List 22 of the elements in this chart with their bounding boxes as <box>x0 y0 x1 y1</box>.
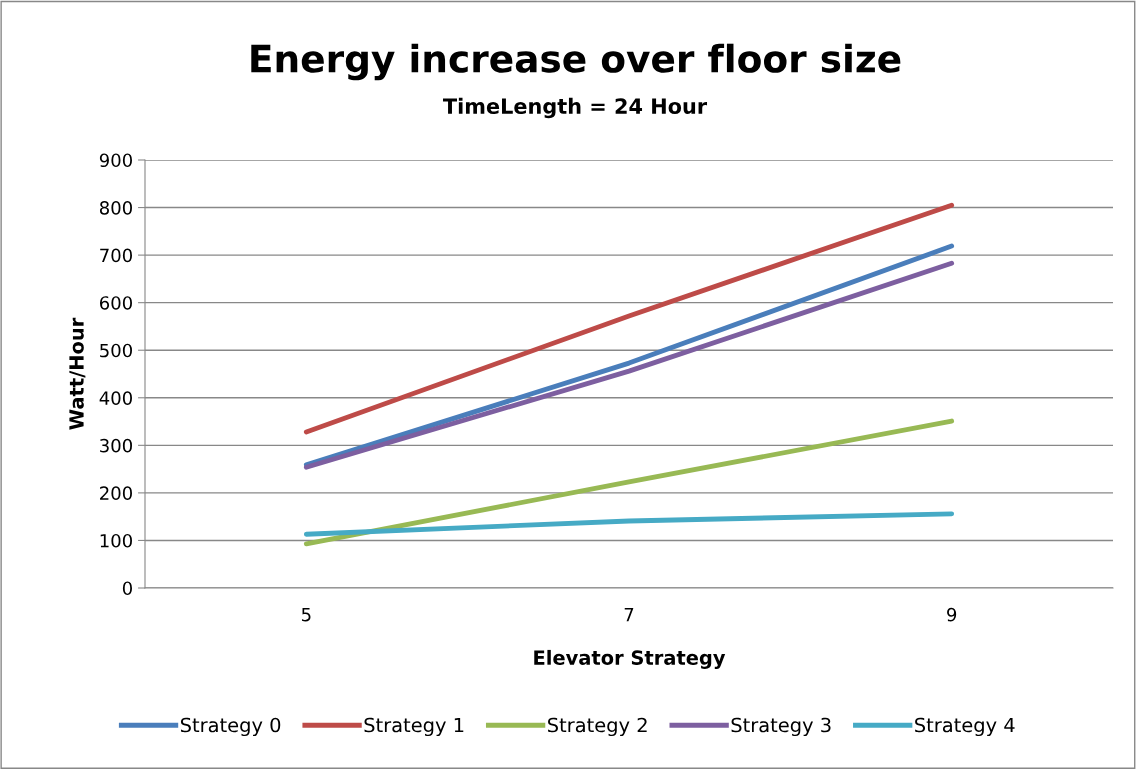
y-tick-label: 700 <box>100 248 132 263</box>
y-tick-label: 400 <box>99 391 132 405</box>
x-tick-label: 5 <box>301 608 311 622</box>
y-tick-label: 300 <box>100 438 132 453</box>
y-axis-title: Watt/Hour <box>69 317 86 430</box>
y-tick-label: 800 <box>99 201 132 215</box>
x-tick-label: 7 <box>624 608 634 622</box>
y-tick-label: 500 <box>100 343 132 358</box>
y-tick-label: 200 <box>100 486 132 501</box>
y-tick-label: 0 <box>122 581 132 596</box>
y-tick-label: 900 <box>99 153 132 168</box>
y-tick-label: 100 <box>100 533 132 548</box>
x-tick-label: 9 <box>947 607 957 622</box>
legend-label: Strategy 0 <box>180 717 281 737</box>
chart-title: Energy increase over floor size <box>251 43 901 81</box>
legend-label: Strategy 1 <box>364 717 464 737</box>
legend-label: Strategy 2 <box>548 717 647 737</box>
y-tick-label: 600 <box>99 296 132 310</box>
chart-subtitle: TimeLength = 24 Hour <box>443 97 708 119</box>
legend-label: Strategy 4 <box>915 717 1015 737</box>
legend-label: Strategy 3 <box>731 717 831 737</box>
x-axis-title: Elevator Strategy <box>534 649 726 669</box>
